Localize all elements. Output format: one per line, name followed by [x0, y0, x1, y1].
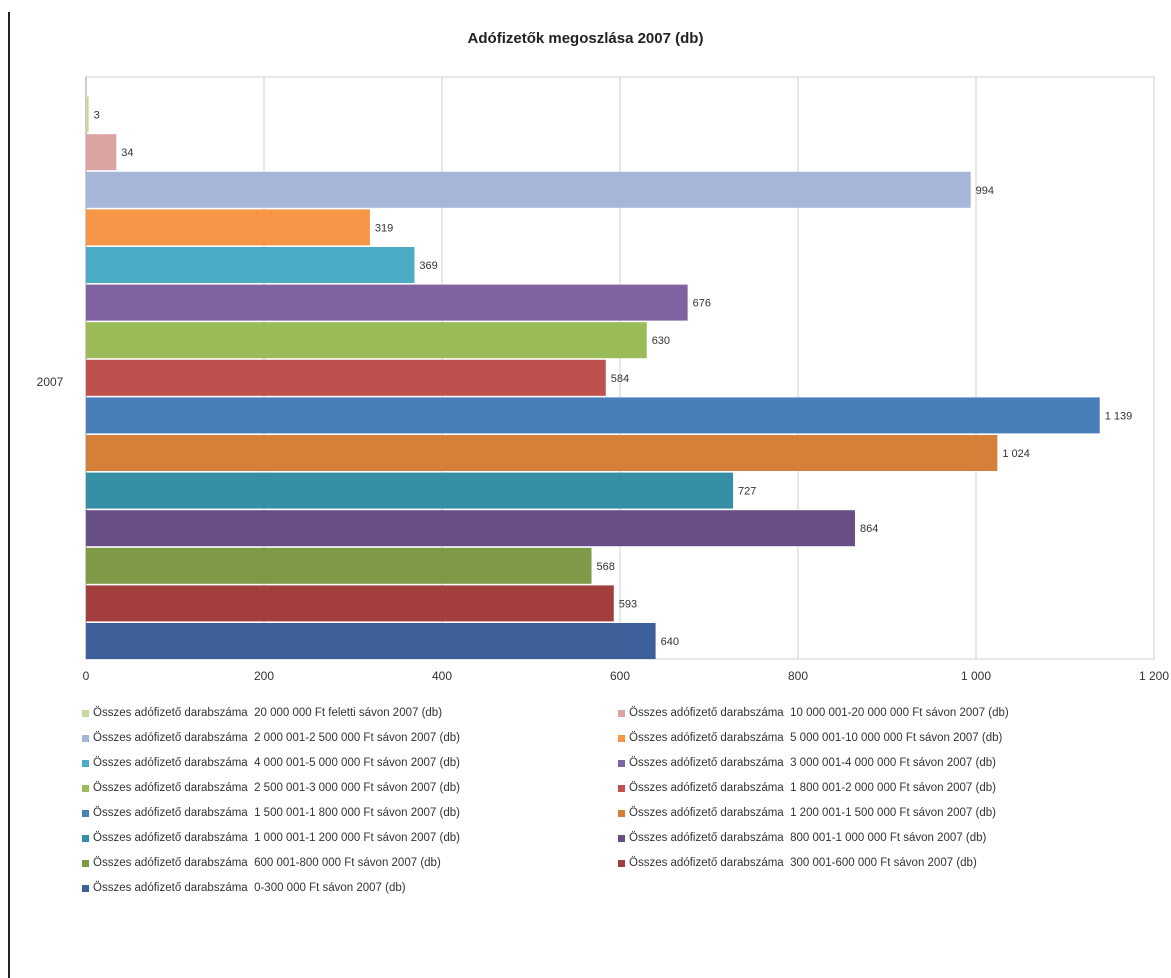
data-label: 593 — [619, 598, 637, 610]
legend-label: Összes adófizető darabszáma 0-300 000 Ft… — [93, 882, 406, 894]
data-label: 584 — [611, 373, 629, 385]
legend-item: Összes adófizető darabszáma 10 000 001-2… — [618, 706, 1152, 720]
data-label: 640 — [661, 636, 679, 648]
data-label: 864 — [860, 523, 878, 535]
legend-label: Összes adófizető darabszáma 1 000 001-1 … — [93, 832, 460, 844]
legend-item: Összes adófizető darabszáma 600 001-800 … — [82, 856, 618, 870]
x-tick-label: 1 200 — [1139, 669, 1169, 683]
bar — [86, 510, 855, 547]
data-label: 319 — [375, 222, 393, 234]
legend-swatch — [618, 784, 625, 792]
chart-legend: Összes adófizető darabszáma 20 000 000 F… — [82, 706, 1152, 895]
legend-item: Összes adófizető darabszáma 2 500 001-3 … — [82, 781, 618, 795]
legend-label: Összes adófizető darabszáma 20 000 000 F… — [93, 707, 443, 719]
legend-swatch — [618, 734, 625, 742]
legend-label: Összes adófizető darabszáma 5 000 001-10… — [629, 732, 1003, 744]
x-tick-label: 400 — [432, 669, 452, 683]
legend-item: Összes adófizető darabszáma 3 000 001-4 … — [618, 756, 1152, 770]
data-label: 1 024 — [1002, 448, 1030, 460]
legend-swatch — [618, 834, 625, 842]
data-label: 34 — [121, 147, 133, 159]
x-tick-label: 1 000 — [961, 669, 991, 683]
data-label: 1 139 — [1105, 410, 1133, 422]
legend-item: Összes adófizető darabszáma 1 800 001-2 … — [618, 781, 1152, 795]
x-tick-label: 0 — [83, 669, 90, 683]
bar — [86, 284, 688, 321]
legend-item: Összes adófizető darabszáma 1 000 001-1 … — [82, 831, 618, 845]
bar — [86, 623, 656, 659]
legend-swatch — [82, 784, 89, 792]
legend-label: Összes adófizető darabszáma 4 000 001-5 … — [93, 757, 460, 769]
data-label: 630 — [652, 335, 670, 347]
legend-swatch — [82, 884, 89, 892]
data-label: 369 — [419, 260, 437, 272]
chart-title: Adófizetők megoszlása 2007 (db) — [467, 30, 704, 47]
legend-swatch — [82, 759, 89, 767]
bar — [86, 209, 370, 246]
legend-swatch — [82, 709, 89, 717]
legend-item: Összes adófizető darabszáma 20 000 000 F… — [82, 706, 618, 720]
bar — [86, 585, 614, 622]
data-label: 676 — [693, 298, 711, 310]
legend-label: Összes adófizető darabszáma 600 001-800 … — [93, 857, 441, 869]
bar — [86, 96, 89, 133]
legend-label: Összes adófizető darabszáma 300 001-600 … — [629, 857, 977, 869]
legend-item: Összes adófizető darabszáma 800 001-1 00… — [618, 831, 1152, 845]
legend-label: Összes adófizető darabszáma 10 000 001-2… — [629, 707, 1009, 719]
legend-swatch — [82, 834, 89, 842]
bar — [86, 472, 734, 509]
legend-label: Összes adófizető darabszáma 2 000 001-2 … — [93, 732, 460, 744]
legend-label: Összes adófizető darabszáma 1 500 001-1 … — [93, 807, 460, 819]
bar — [86, 171, 971, 208]
x-tick-label: 200 — [254, 669, 274, 683]
left-border-line — [8, 12, 10, 978]
legend-label: Összes adófizető darabszáma 1 800 001-2 … — [629, 782, 996, 794]
legend-swatch — [618, 759, 625, 767]
legend-item: Összes adófizető darabszáma 2 000 001-2 … — [82, 731, 618, 745]
legend-item: Összes adófizető darabszáma 1 200 001-1 … — [618, 806, 1152, 820]
legend-swatch — [82, 859, 89, 867]
legend-item: Összes adófizető darabszáma 300 001-600 … — [618, 856, 1152, 870]
bar — [86, 397, 1100, 434]
legend-label: Összes adófizető darabszáma 2 500 001-3 … — [93, 782, 460, 794]
data-label: 3 — [94, 110, 100, 122]
data-label: 568 — [597, 561, 615, 573]
legend-item: Összes adófizető darabszáma 5 000 001-10… — [618, 731, 1152, 745]
data-label: 727 — [738, 486, 756, 498]
legend-label: Összes adófizető darabszáma 1 200 001-1 … — [629, 807, 996, 819]
legend-swatch — [618, 809, 625, 817]
legend-item: Összes adófizető darabszáma 0-300 000 Ft… — [82, 881, 618, 895]
legend-swatch — [618, 709, 625, 717]
bar — [86, 322, 647, 359]
y-category-label: 2007 — [37, 375, 64, 389]
bar — [86, 247, 415, 283]
bar-chart: 0 200 400 600 800 1 000 1 200 2007 640 593 568 864 7… — [37, 76, 1169, 683]
legend-item: Összes adófizető darabszáma 4 000 001-5 … — [82, 756, 618, 770]
legend-item: Összes adófizető darabszáma 1 500 001-1 … — [82, 806, 618, 820]
legend-label: Összes adófizető darabszáma 3 000 001-4 … — [629, 757, 996, 769]
bar — [86, 134, 117, 171]
x-tick-label: 800 — [788, 669, 808, 683]
legend-swatch — [82, 734, 89, 742]
legend-label: Összes adófizető darabszáma 800 001-1 00… — [629, 832, 987, 844]
legend-swatch — [82, 809, 89, 817]
bar — [86, 359, 606, 396]
x-tick-label: 600 — [610, 669, 630, 683]
bar — [86, 547, 592, 584]
legend-swatch — [618, 859, 625, 867]
data-label: 994 — [976, 185, 994, 197]
bar — [86, 435, 998, 471]
